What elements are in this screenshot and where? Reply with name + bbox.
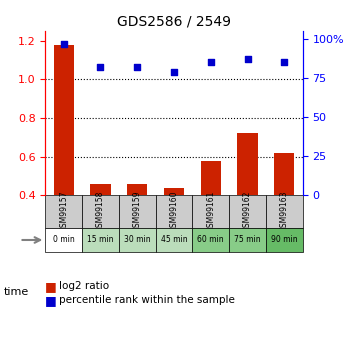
Text: GSM99158: GSM99158 [96, 191, 105, 233]
Text: log2 ratio: log2 ratio [59, 282, 109, 291]
FancyBboxPatch shape [45, 228, 82, 252]
Text: GSM99160: GSM99160 [169, 191, 179, 233]
FancyBboxPatch shape [192, 195, 229, 228]
Point [282, 60, 287, 65]
FancyBboxPatch shape [266, 228, 303, 252]
FancyBboxPatch shape [82, 195, 119, 228]
Bar [237, 134, 258, 273]
Title: GDS2586 / 2549: GDS2586 / 2549 [117, 14, 231, 29]
FancyBboxPatch shape [82, 228, 119, 252]
Point [61, 41, 66, 46]
Text: 45 min: 45 min [161, 236, 187, 245]
Text: GSM99163: GSM99163 [280, 191, 289, 233]
Text: 90 min: 90 min [271, 236, 298, 245]
FancyBboxPatch shape [119, 195, 156, 228]
Bar [274, 153, 294, 273]
Point [98, 64, 103, 70]
Point [171, 69, 177, 75]
Text: 0 min: 0 min [53, 236, 74, 245]
Text: GSM99162: GSM99162 [243, 191, 252, 233]
Text: GSM99157: GSM99157 [59, 191, 68, 233]
FancyBboxPatch shape [192, 228, 229, 252]
Point [208, 60, 214, 65]
Text: ■: ■ [45, 280, 57, 293]
Text: ■: ■ [45, 294, 57, 307]
Text: percentile rank within the sample: percentile rank within the sample [59, 295, 235, 305]
Bar [164, 188, 184, 273]
Bar [90, 184, 111, 273]
Point [245, 57, 250, 62]
Text: 15 min: 15 min [87, 236, 114, 245]
FancyBboxPatch shape [229, 195, 266, 228]
Point [134, 64, 140, 70]
FancyBboxPatch shape [156, 195, 192, 228]
Text: 75 min: 75 min [234, 236, 261, 245]
FancyBboxPatch shape [229, 228, 266, 252]
FancyBboxPatch shape [119, 228, 156, 252]
Text: GSM99161: GSM99161 [206, 191, 215, 233]
Text: 30 min: 30 min [124, 236, 151, 245]
FancyBboxPatch shape [156, 228, 192, 252]
Text: GSM99159: GSM99159 [133, 191, 142, 233]
Text: 60 min: 60 min [197, 236, 224, 245]
Text: time: time [3, 287, 29, 296]
Bar [54, 45, 74, 273]
FancyBboxPatch shape [45, 195, 82, 228]
Bar [201, 160, 221, 273]
FancyBboxPatch shape [266, 195, 303, 228]
Bar [127, 184, 147, 273]
